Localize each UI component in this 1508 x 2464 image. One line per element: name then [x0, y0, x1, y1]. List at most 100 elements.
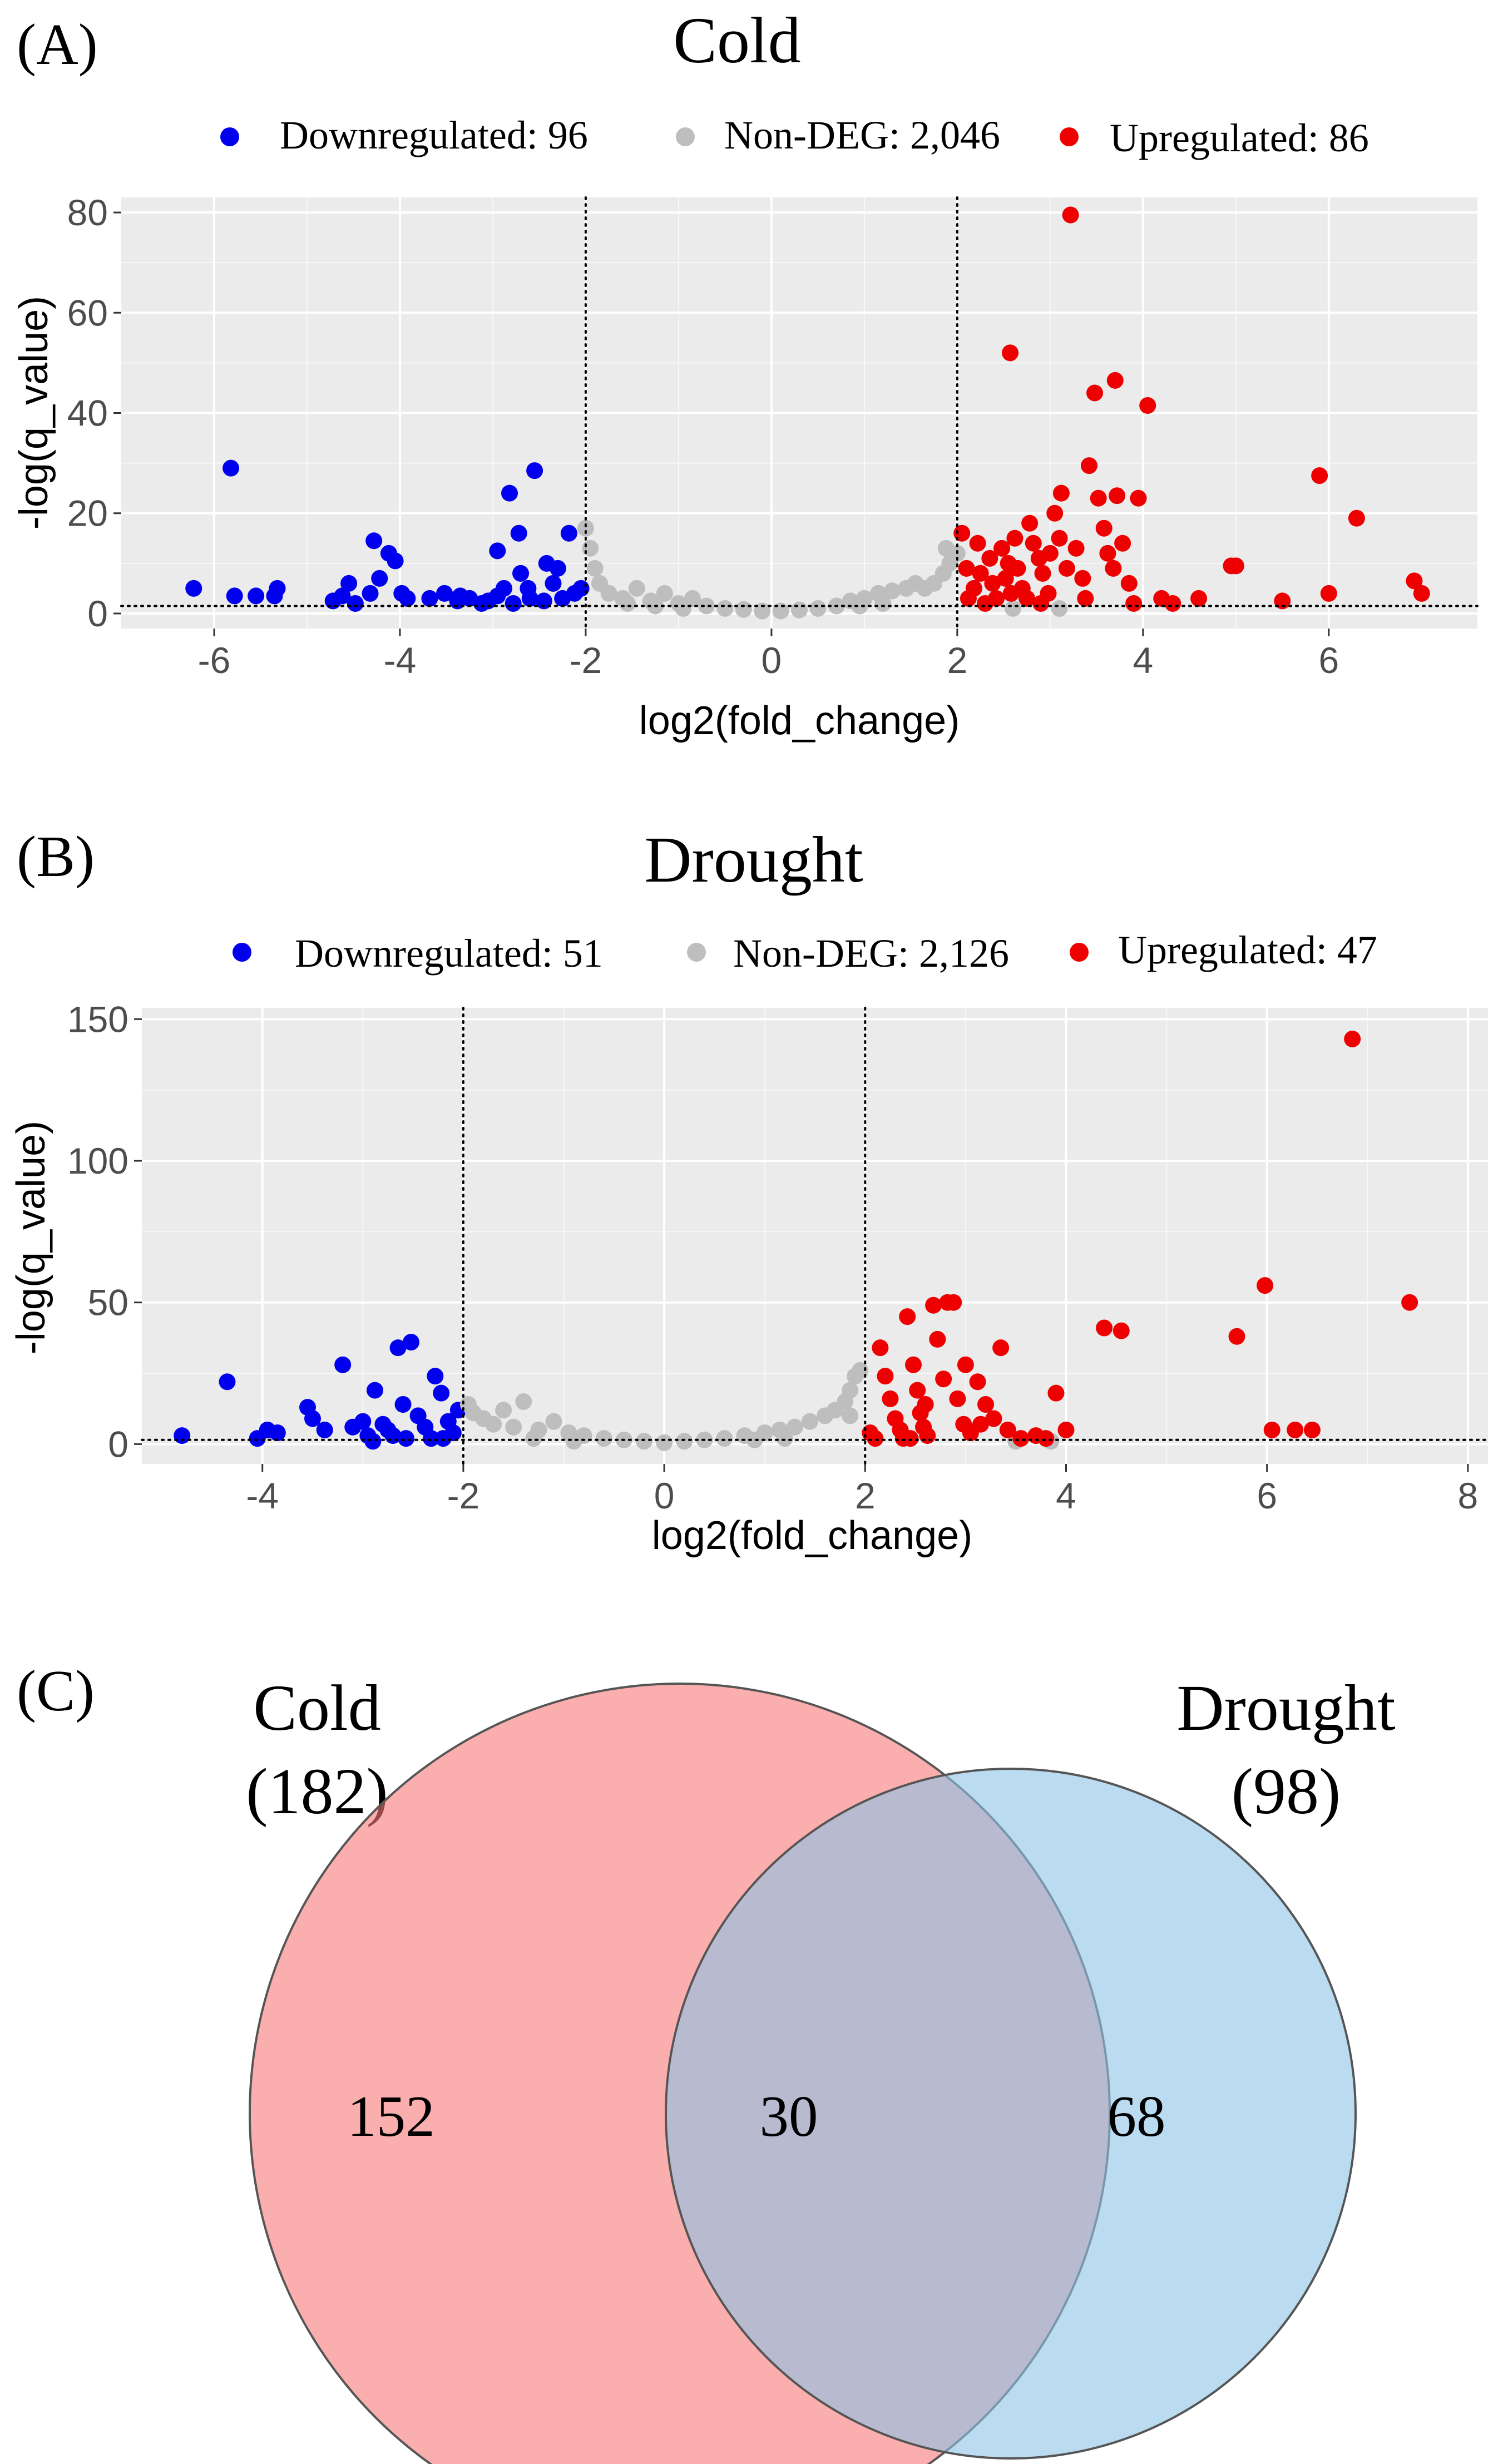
- plot-a-point-non: [874, 595, 892, 612]
- plot-b-tick-label-y: 0: [108, 1423, 128, 1464]
- plot-b-point-down: [174, 1427, 191, 1444]
- plot-b-point-up: [985, 1410, 1002, 1427]
- plot-a-point-up: [1105, 560, 1122, 577]
- plot-a-point-down: [436, 585, 453, 602]
- plot-a-xlabel: log2(fold_change): [639, 699, 960, 743]
- legend-a-down-marker: [220, 127, 239, 146]
- plot-a-point-up: [1164, 595, 1181, 612]
- plot-a-point-up: [1190, 590, 1208, 607]
- plot-a-point-up: [1106, 372, 1124, 389]
- plot-b-point-non: [801, 1413, 818, 1430]
- panel-a-letter: (A): [17, 12, 98, 77]
- plot-a-point-up: [1058, 560, 1075, 577]
- legend-b-up-marker: [1070, 943, 1089, 962]
- plot-b-point-non: [786, 1418, 803, 1436]
- panel-c: (C) Cold (182) Drought (98) 152 30 68: [17, 1658, 1396, 2464]
- plot-b-point-up: [902, 1430, 919, 1447]
- plot-a-point-up: [958, 560, 975, 577]
- plot-a-point-up: [965, 580, 982, 597]
- plot-a-point-down: [526, 462, 543, 479]
- plot-a-tick-label-y: 80: [67, 192, 108, 233]
- plot-a-point-up: [953, 525, 971, 542]
- plot-a-point-down: [512, 565, 530, 582]
- plot-a-point-up: [1032, 595, 1050, 612]
- plot-b-point-up: [972, 1416, 989, 1433]
- plot-b-point-non: [716, 1430, 733, 1447]
- plot-b-tick-label-x: 0: [654, 1475, 675, 1516]
- plot-b-point-up: [969, 1373, 986, 1391]
- plot-a-point-down: [489, 542, 506, 560]
- venn-cold-total: (182): [246, 1755, 388, 1828]
- legend-b-down-label: Downregulated: 51: [295, 931, 603, 976]
- plot-a-point-non: [754, 602, 771, 620]
- plot-a-point-non: [582, 540, 599, 557]
- plot-a-point-non: [1005, 600, 1022, 617]
- plot-a-point-up: [1067, 540, 1085, 557]
- plot-a-point-down: [365, 532, 383, 550]
- plot-b-background: [142, 1008, 1488, 1464]
- plot-b-point-up: [882, 1390, 899, 1407]
- plot-a-point-up: [1077, 590, 1094, 607]
- plot-b-ylabel: -log(q_value): [9, 1121, 53, 1354]
- plot-b-point-up: [919, 1427, 936, 1444]
- plot-b-point-down: [269, 1424, 286, 1441]
- plot-b-point-up: [867, 1430, 884, 1447]
- plot-a-tick-label-y: 20: [67, 493, 108, 534]
- plot-b-point-up: [949, 1390, 966, 1407]
- plot-b-point-up: [1401, 1294, 1418, 1311]
- plot-a-point-down: [362, 585, 379, 602]
- plot-a-tick-label-y: 0: [87, 593, 108, 634]
- plot-a-point-non: [628, 580, 645, 597]
- panel-b-title: Drought: [644, 823, 863, 896]
- plot-a-point-down: [226, 587, 243, 605]
- plot-b-tick-label-x: 4: [1056, 1475, 1076, 1516]
- plot-a-point-up: [1139, 397, 1156, 414]
- plot-b-point-up: [1257, 1277, 1274, 1294]
- venn-drought-name: Drought: [1176, 1671, 1396, 1744]
- legend-b-non-label: Non-DEG: 2,126: [733, 931, 1009, 976]
- plot-b-point-up: [1228, 1328, 1245, 1345]
- plot-a-point-up: [1018, 590, 1036, 607]
- plot-b-point-non: [525, 1430, 542, 1447]
- plot-b-point-non: [545, 1413, 562, 1430]
- plot-b-point-non: [595, 1430, 612, 1447]
- plot-a-point-non: [619, 595, 636, 612]
- panel-a-legend: Downregulated: 96 Non-DEG: 2,046 Upregul…: [220, 113, 1369, 160]
- plot-b-point-non: [565, 1433, 582, 1450]
- plot-a-point-non: [716, 600, 734, 617]
- plot-b-point-up: [1303, 1421, 1321, 1438]
- plot-a-tick-label-x: 0: [762, 640, 782, 681]
- plot-b-point-down: [304, 1410, 322, 1427]
- plot-a-point-up: [1009, 560, 1026, 577]
- plot-b-tick-label-x: -4: [246, 1475, 279, 1516]
- plot-a-point-down: [501, 484, 518, 502]
- plot-a-point-non: [586, 560, 604, 577]
- plot-b-point-non: [515, 1393, 532, 1410]
- plot-b-point-non: [746, 1431, 763, 1448]
- plot-a-point-down: [549, 560, 566, 577]
- plot-b-point-up: [1344, 1031, 1361, 1048]
- panel-a: (A) Cold Downregulated: 96 Non-DEG: 2,04…: [12, 4, 1479, 743]
- plot-a-point-non: [809, 600, 827, 617]
- plot-b-point-up: [904, 1356, 922, 1373]
- plot-a-point-up: [1120, 575, 1138, 592]
- plot-a-point-up: [1021, 514, 1039, 532]
- legend-a-up-label: Upregulated: 86: [1110, 116, 1369, 160]
- panel-b: (B) Drought Downregulated: 51 Non-DEG: 2…: [9, 823, 1489, 1558]
- plot-a-tick-label-x: -4: [384, 640, 417, 681]
- plot-a-tick-label-x: 4: [1133, 640, 1153, 681]
- plot-b-point-non: [635, 1433, 652, 1450]
- plot-a-point-down: [560, 525, 577, 542]
- venn-drought-only-count: 68: [1107, 2084, 1166, 2149]
- plot-b-point-up: [877, 1368, 894, 1385]
- plot-a-point-non: [851, 597, 868, 615]
- legend-b-non-marker: [687, 943, 706, 962]
- plot-a-point-down: [371, 570, 388, 587]
- plot-a-point-down: [347, 595, 364, 612]
- plot-b-point-down: [394, 1396, 412, 1413]
- legend-a-up-marker: [1060, 127, 1079, 146]
- venn-drought-total: (98): [1232, 1755, 1341, 1828]
- plot-a-point-down: [248, 587, 265, 605]
- plot-a-point-non: [1051, 600, 1068, 617]
- plot-b-point-non: [495, 1402, 512, 1419]
